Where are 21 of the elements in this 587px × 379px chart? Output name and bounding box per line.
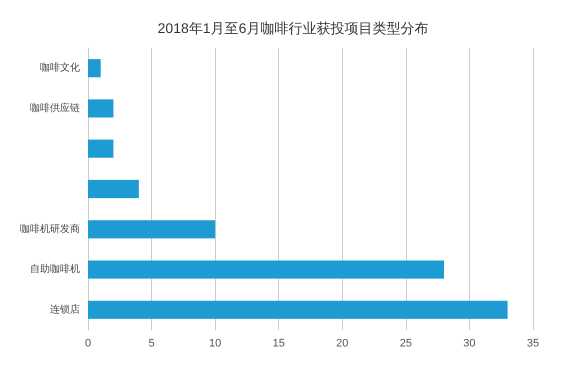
bar — [88, 300, 508, 319]
x-tick-label: 35 — [526, 338, 540, 350]
bar — [88, 180, 139, 198]
x-tick-label: 30 — [463, 338, 476, 350]
x-tick-label: 5 — [148, 338, 155, 350]
bar — [88, 220, 216, 238]
bar — [88, 260, 444, 279]
y-tick-label: 咖啡文化 — [40, 62, 80, 74]
x-tick-label: 0 — [84, 338, 92, 350]
bar — [88, 99, 114, 118]
x-tick-label: 10 — [209, 338, 222, 350]
x-tick-label: 20 — [336, 338, 348, 350]
x-tick-label: 25 — [400, 338, 412, 350]
y-tick-label: 自助咖啡机 — [30, 263, 80, 276]
bar — [88, 140, 114, 158]
chart-title: 2018年1月至6月咖啡行业获投项目类型分布 — [158, 20, 428, 36]
y-tick-label: 咖啡供应链 — [30, 102, 80, 114]
x-tick-label: 15 — [272, 338, 285, 350]
y-tick-label: 咖啡机研发商 — [20, 222, 80, 235]
bar — [88, 59, 101, 78]
y-tick-label: 连锁店 — [50, 303, 80, 316]
